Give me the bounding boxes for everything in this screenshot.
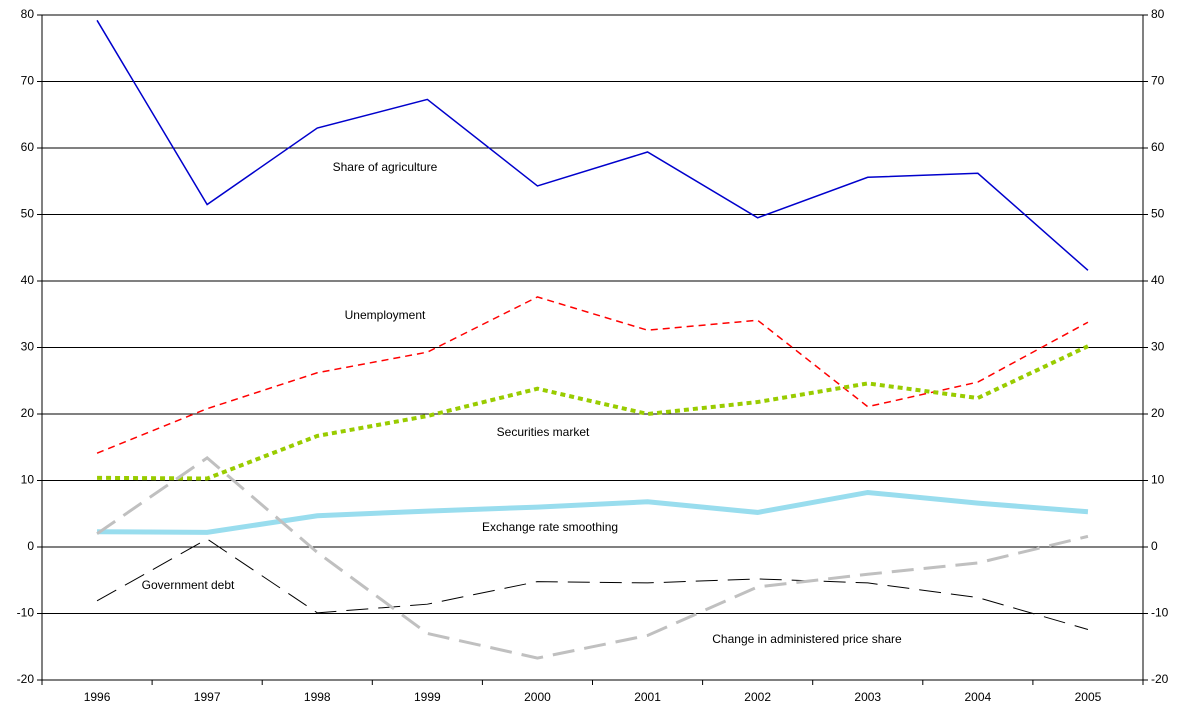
y-tick-label: 10 <box>21 473 35 487</box>
y-tick-label: 30 <box>21 340 35 354</box>
series-label: Securities market <box>497 425 590 439</box>
y-tick-label: 0 <box>27 539 34 553</box>
y-tick-label: 20 <box>21 406 35 420</box>
x-tick-label: 1999 <box>414 690 441 704</box>
x-tick-label: 1996 <box>84 690 111 704</box>
x-tick-label: 2001 <box>634 690 661 704</box>
series-label: Exchange rate smoothing <box>482 520 618 534</box>
x-tick-label: 2002 <box>744 690 771 704</box>
y2-tick-label: 10 <box>1151 473 1165 487</box>
y-tick-label: -10 <box>17 606 35 620</box>
x-tick-label: 2005 <box>1075 690 1102 704</box>
y2-tick-label: 70 <box>1151 74 1165 88</box>
y-tick-label: 80 <box>21 7 35 21</box>
y2-tick-label: 40 <box>1151 273 1165 287</box>
y2-tick-label: 80 <box>1151 7 1165 21</box>
y2-tick-label: 60 <box>1151 140 1165 154</box>
series-label: Government debt <box>142 578 235 592</box>
x-tick-label: 1998 <box>304 690 331 704</box>
y2-tick-label: 50 <box>1151 207 1165 221</box>
x-tick-label: 2004 <box>964 690 991 704</box>
series-line <box>97 489 1089 535</box>
series-label: Change in administered price share <box>712 632 902 646</box>
y2-tick-label: -20 <box>1151 672 1169 686</box>
x-tick-label: 2000 <box>524 690 551 704</box>
x-tick-label: 1997 <box>194 690 221 704</box>
series-label: Unemployment <box>345 308 426 322</box>
series-line <box>96 296 1089 454</box>
y-tick-label: 40 <box>21 273 35 287</box>
series-label: Share of agriculture <box>333 160 438 174</box>
series-line <box>96 455 1089 660</box>
y-tick-label: 50 <box>21 207 35 221</box>
y-tick-label: 60 <box>21 140 35 154</box>
series-line <box>96 538 1089 630</box>
y2-tick-label: -10 <box>1151 606 1169 620</box>
y2-tick-label: 0 <box>1151 539 1158 553</box>
y2-tick-label: 20 <box>1151 406 1165 420</box>
series-line <box>97 344 1089 481</box>
x-tick-label: 2003 <box>854 690 881 704</box>
y-tick-label: 70 <box>21 74 35 88</box>
y-tick-label: -20 <box>17 672 35 686</box>
series-line <box>96 19 1089 271</box>
y2-tick-label: 30 <box>1151 340 1165 354</box>
